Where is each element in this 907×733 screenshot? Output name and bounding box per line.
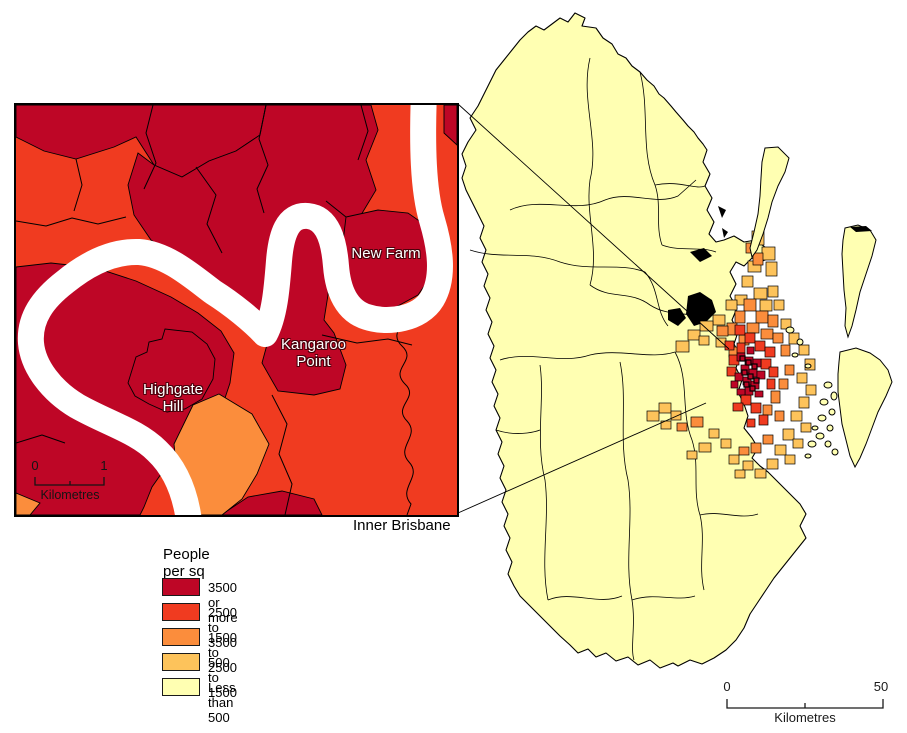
bribie-island [749,146,790,259]
callout-leader-lines [457,103,730,514]
highgate-hill-region [127,328,216,413]
cluster-2500-3500 [724,324,779,428]
main-scalebar-fifty: 50 [873,679,889,694]
brisbane-river [17,105,453,515]
inset-scalebar [34,477,105,486]
label-kangaroo-point: Kangaroo Point [266,336,361,370]
label-kangaroo-line1: Kangaroo [280,336,347,353]
label-highgate-line1: Highgate [142,381,204,398]
main-map-boundaries [469,57,759,661]
main-landmass [461,12,807,669]
main-scalebar-zero: 0 [723,679,731,694]
legend-swatch-less-500 [162,678,200,696]
inset-map-svg [16,105,457,515]
moreton-island [841,224,877,339]
main-scalebar [726,699,884,709]
legend-label-3500-plus: 3500 or more [208,580,238,625]
label-new-farm: New Farm [351,245,421,262]
legend-swatch-3500-plus [162,578,200,596]
callout-label-inner-brisbane: Inner Brisbane [353,517,451,534]
main-scalebar-unit: Kilometres [774,710,836,725]
inset-scalebar-one: 1 [100,458,108,473]
density-cluster [646,230,817,479]
islands [749,146,893,469]
legend-label-1500-2500: 1500 to 2500 [208,630,237,675]
inset-boundaries [16,105,414,515]
legend-label-2500-3500: 2500 to 3500 [208,605,237,650]
label-highgate-hill: Highgate Hill [130,381,216,415]
label-kangaroo-line2: Point [296,353,331,370]
cluster-500-1500 [646,230,817,479]
inset-scalebar-unit: Kilometres [40,488,100,502]
legend-swatch-1500-2500 [162,628,200,646]
legend-swatch-500-1500 [162,653,200,671]
stradbroke-island [837,347,893,469]
inset-map-inner-brisbane: New Farm Kangaroo Point Highgate Hill 0 … [14,103,459,517]
cluster-core-dense [739,355,760,392]
legend-label-500-1500: 500 to 1500 [208,655,237,700]
inset-scalebar-zero: 0 [31,458,39,473]
legend-swatch-2500-3500 [162,603,200,621]
legend-label-less-500: Less than 500 [208,680,236,725]
label-highgate-line2: Hill [162,398,184,415]
